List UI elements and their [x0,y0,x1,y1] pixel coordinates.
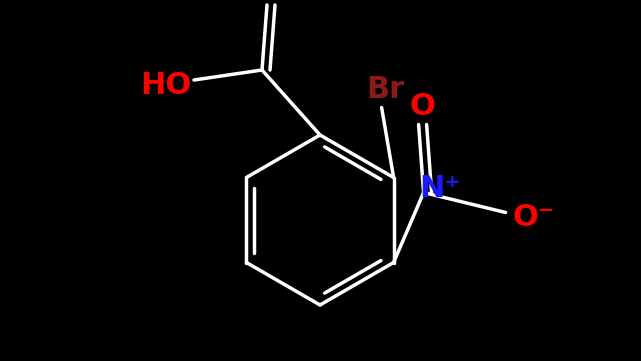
Text: Br: Br [367,75,404,104]
Text: O⁻: O⁻ [513,203,554,232]
Text: N⁺: N⁺ [419,174,460,203]
Text: O: O [410,92,435,121]
Text: HO: HO [140,70,192,100]
Text: O: O [258,0,284,1]
